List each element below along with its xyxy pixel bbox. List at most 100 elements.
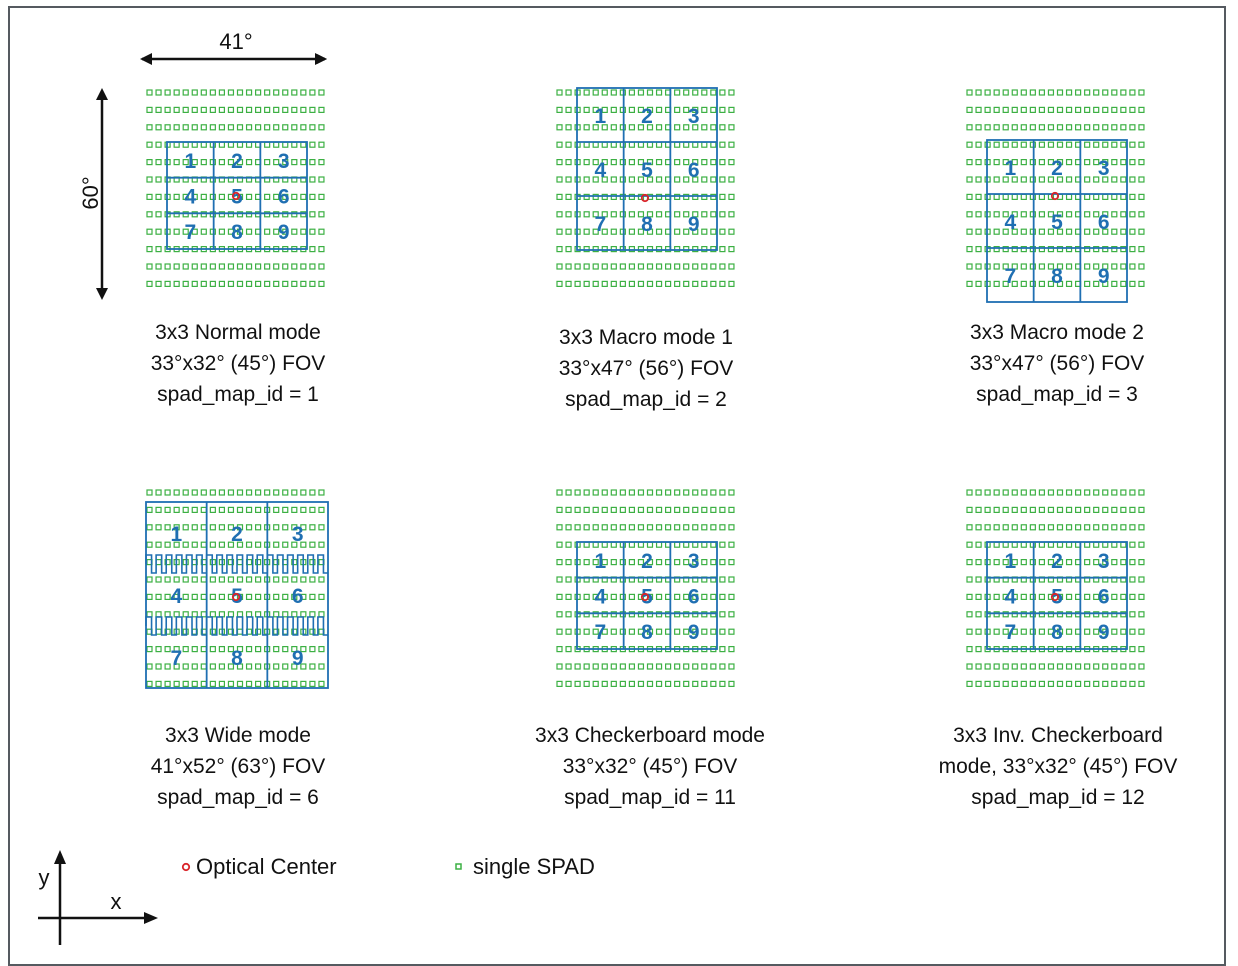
zone-divider-horizontal bbox=[145, 554, 328, 574]
single-spad bbox=[1093, 524, 1100, 531]
single-spad bbox=[628, 159, 636, 166]
single-spad bbox=[646, 141, 654, 148]
single-spad bbox=[637, 211, 645, 218]
single-spad bbox=[291, 106, 298, 114]
zone-grid bbox=[576, 541, 718, 650]
single-spad bbox=[227, 611, 235, 618]
single-spad bbox=[592, 628, 599, 635]
zone-label-1: 1 bbox=[1004, 550, 1016, 573]
single-spad bbox=[975, 541, 982, 548]
single-spad bbox=[1038, 680, 1046, 688]
single-spad bbox=[164, 524, 171, 531]
zone-label-3: 3 bbox=[688, 550, 700, 573]
single-spad bbox=[975, 176, 982, 183]
single-spad bbox=[646, 89, 654, 96]
width-arrow-left-head bbox=[140, 53, 152, 65]
single-spad bbox=[565, 193, 572, 200]
single-spad bbox=[146, 193, 153, 200]
single-spad bbox=[592, 280, 599, 287]
zone-grid bbox=[986, 139, 1128, 303]
single-spad bbox=[191, 263, 198, 270]
single-spad bbox=[236, 263, 244, 270]
single-spad bbox=[1065, 176, 1073, 183]
single-spad bbox=[191, 663, 198, 670]
single-spad bbox=[646, 211, 654, 218]
single-spad bbox=[966, 628, 973, 635]
single-spad bbox=[619, 524, 626, 531]
single-spad bbox=[710, 176, 717, 183]
single-spad bbox=[1002, 628, 1009, 635]
single-spad bbox=[574, 263, 581, 270]
single-spad bbox=[273, 576, 280, 583]
single-spad bbox=[146, 593, 153, 601]
single-spad bbox=[966, 141, 973, 148]
zone-label-2: 2 bbox=[1051, 157, 1063, 180]
single-spad bbox=[218, 106, 225, 114]
single-spad bbox=[1011, 106, 1018, 114]
single-spad bbox=[146, 489, 153, 496]
single-spad bbox=[218, 263, 225, 270]
single-spad bbox=[273, 89, 280, 96]
zone-label-5: 5 bbox=[641, 586, 653, 609]
single-spad bbox=[1056, 263, 1064, 270]
single-spad bbox=[1002, 228, 1009, 235]
single-spad bbox=[245, 645, 253, 653]
single-spad bbox=[209, 489, 216, 496]
single-spad bbox=[1138, 558, 1145, 566]
single-spad bbox=[601, 228, 608, 235]
spad-map-normal: 1 2 3 4 5 6 7 8 9 bbox=[146, 89, 325, 287]
zone-label-6: 6 bbox=[688, 159, 700, 182]
single-spad bbox=[300, 263, 307, 270]
single-spad bbox=[173, 280, 180, 287]
single-spad bbox=[200, 506, 207, 513]
single-spad bbox=[218, 663, 225, 670]
single-spad bbox=[683, 263, 690, 270]
single-spad bbox=[993, 489, 1000, 496]
single-spad bbox=[610, 89, 617, 96]
single-spad bbox=[1129, 506, 1136, 513]
single-spad bbox=[728, 611, 735, 618]
single-spad bbox=[1056, 541, 1064, 548]
single-spad bbox=[619, 489, 626, 496]
single-spad bbox=[164, 593, 171, 601]
single-spad bbox=[574, 489, 581, 496]
single-spad bbox=[1047, 489, 1055, 496]
single-spad bbox=[601, 211, 608, 218]
single-spad bbox=[318, 159, 325, 166]
single-spad bbox=[309, 628, 316, 635]
single-spad bbox=[619, 280, 626, 287]
zone-label-4: 4 bbox=[594, 586, 606, 609]
single-spad bbox=[556, 506, 563, 513]
single-spad bbox=[309, 576, 316, 583]
single-spad bbox=[282, 263, 289, 270]
single-spad bbox=[646, 663, 654, 670]
single-spad bbox=[975, 106, 982, 114]
single-spad bbox=[318, 124, 325, 131]
single-spad bbox=[245, 663, 253, 670]
single-spad bbox=[291, 663, 298, 670]
single-spad bbox=[628, 663, 636, 670]
single-spad bbox=[692, 506, 699, 513]
spad-array bbox=[966, 89, 1145, 287]
single-spad bbox=[309, 593, 316, 601]
single-spad bbox=[1011, 680, 1018, 688]
zone-label-4: 4 bbox=[1004, 211, 1016, 234]
single-spad bbox=[1084, 159, 1091, 166]
single-spad bbox=[1020, 506, 1027, 513]
single-spad bbox=[255, 263, 262, 270]
single-spad bbox=[155, 576, 162, 583]
single-spad bbox=[209, 593, 216, 601]
single-spad bbox=[1120, 611, 1127, 618]
single-spad bbox=[200, 141, 207, 148]
single-spad bbox=[300, 124, 307, 131]
single-spad bbox=[1074, 680, 1082, 688]
single-spad bbox=[273, 506, 280, 513]
single-spad bbox=[309, 159, 316, 166]
single-spad bbox=[1138, 541, 1145, 548]
single-spad bbox=[182, 593, 189, 601]
single-spad bbox=[291, 211, 298, 218]
single-spad bbox=[574, 680, 581, 688]
single-spad bbox=[291, 89, 298, 96]
single-spad bbox=[1102, 628, 1109, 635]
single-spad bbox=[155, 141, 162, 148]
